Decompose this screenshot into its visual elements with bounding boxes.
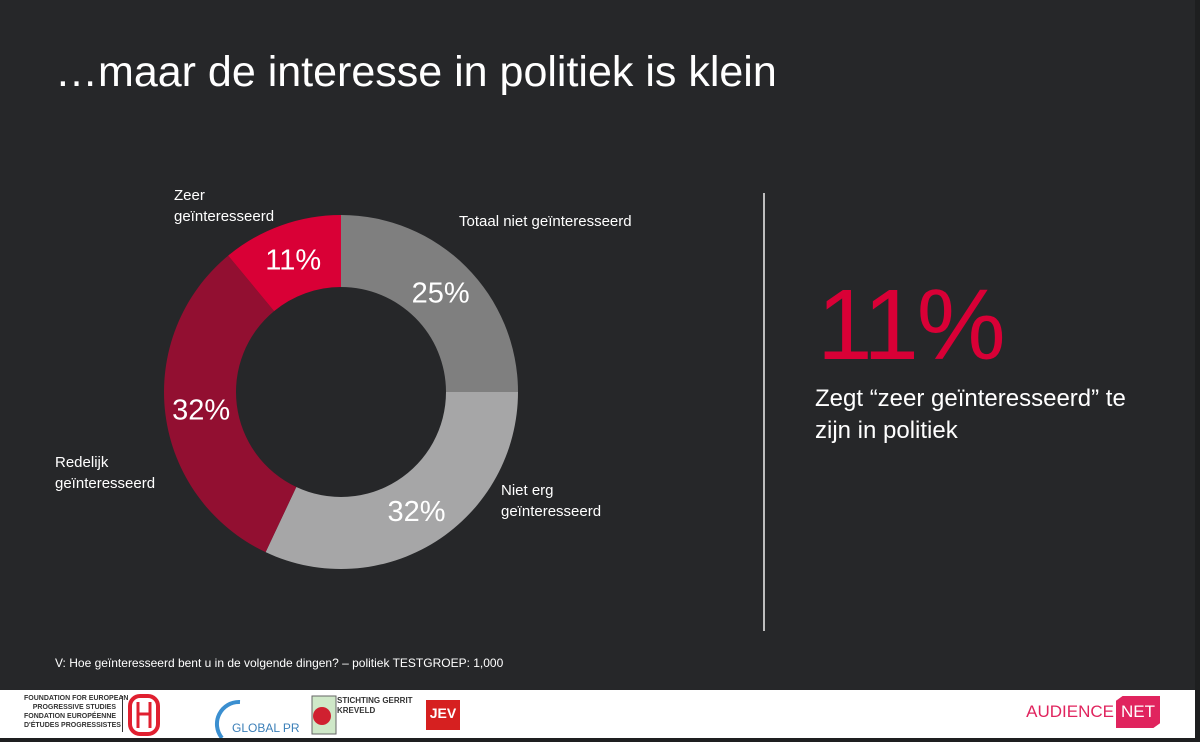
footer-logos: FOUNDATION FOR EUROPEAN PROGRESSIVE STUDI… xyxy=(0,690,1195,738)
divider xyxy=(763,193,765,631)
label-zeer: Zeer geïnteresseerd xyxy=(174,187,275,225)
data-label: 11% xyxy=(265,244,321,276)
donut-slice xyxy=(341,215,518,392)
slide-title: …maar de interesse in politiek is klein xyxy=(55,48,777,96)
data-label: 25% xyxy=(412,277,470,309)
svg-text:GLOBAL PROGRESS: GLOBAL PROGRESS xyxy=(232,721,300,735)
donut-slice xyxy=(265,392,518,569)
audiencenet-logo: AUDIENCE NET xyxy=(1026,694,1160,730)
donut-slice xyxy=(228,215,341,312)
label-totaal-niet: Totaal niet geïnteresseerd xyxy=(459,213,632,230)
jev-logo: JEV xyxy=(426,700,460,730)
label-redelijk: Redelijk geïnteresseerd xyxy=(55,454,156,492)
data-label: 32% xyxy=(172,395,230,427)
stichting-logo-icon xyxy=(311,695,337,735)
donut-slice xyxy=(164,255,297,553)
donut-chart: 25% 32% 32% 11% xyxy=(164,215,518,569)
label-niet-erg: Niet erg geïnteresseerd xyxy=(501,482,602,520)
question-note: V: Hoe geïnteresseerd bent u in de volge… xyxy=(55,656,504,670)
highlight-text: Zegt “zeer geïnteresseerd” te zijn in po… xyxy=(815,385,1126,444)
data-label: 32% xyxy=(388,496,446,528)
feps-logo-text: FOUNDATION FOR EUROPEAN PROGRESSIVE STUDI… xyxy=(24,695,129,729)
highlight-value: 11% xyxy=(817,269,1006,381)
global-progress-logo: GLOBAL PROGRESS xyxy=(214,699,300,738)
stichting-logo-text: STICHTING GERRIT KREVELD xyxy=(337,696,413,715)
feps-logo-divider xyxy=(122,696,123,732)
feps-emblem-icon xyxy=(128,694,160,736)
